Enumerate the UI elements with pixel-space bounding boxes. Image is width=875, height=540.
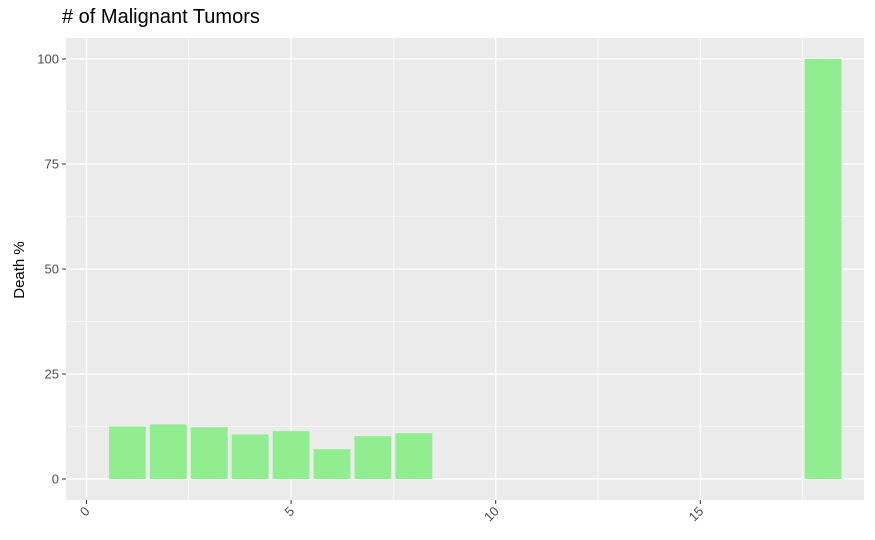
bar (354, 436, 392, 479)
y-tick-label: 0 (52, 472, 59, 487)
bar (272, 431, 310, 479)
x-tick-label: 0 (77, 504, 93, 520)
y-tick-label: 25 (45, 367, 59, 382)
y-tick-label: 50 (45, 262, 59, 277)
bar (108, 426, 146, 479)
bar (231, 434, 269, 479)
x-tick-label: 15 (686, 504, 707, 525)
x-tick-label: 5 (281, 504, 297, 520)
y-tick-label: 100 (37, 52, 59, 67)
x-tick-label: 10 (481, 504, 502, 525)
bar (804, 59, 842, 479)
y-tick-label: 75 (45, 157, 59, 172)
bar (190, 427, 228, 479)
chart-title: # of Malignant Tumors (62, 6, 260, 28)
y-axis-title: Death % (11, 241, 28, 299)
bar (395, 433, 433, 479)
bar (149, 424, 187, 479)
bar (313, 449, 351, 479)
